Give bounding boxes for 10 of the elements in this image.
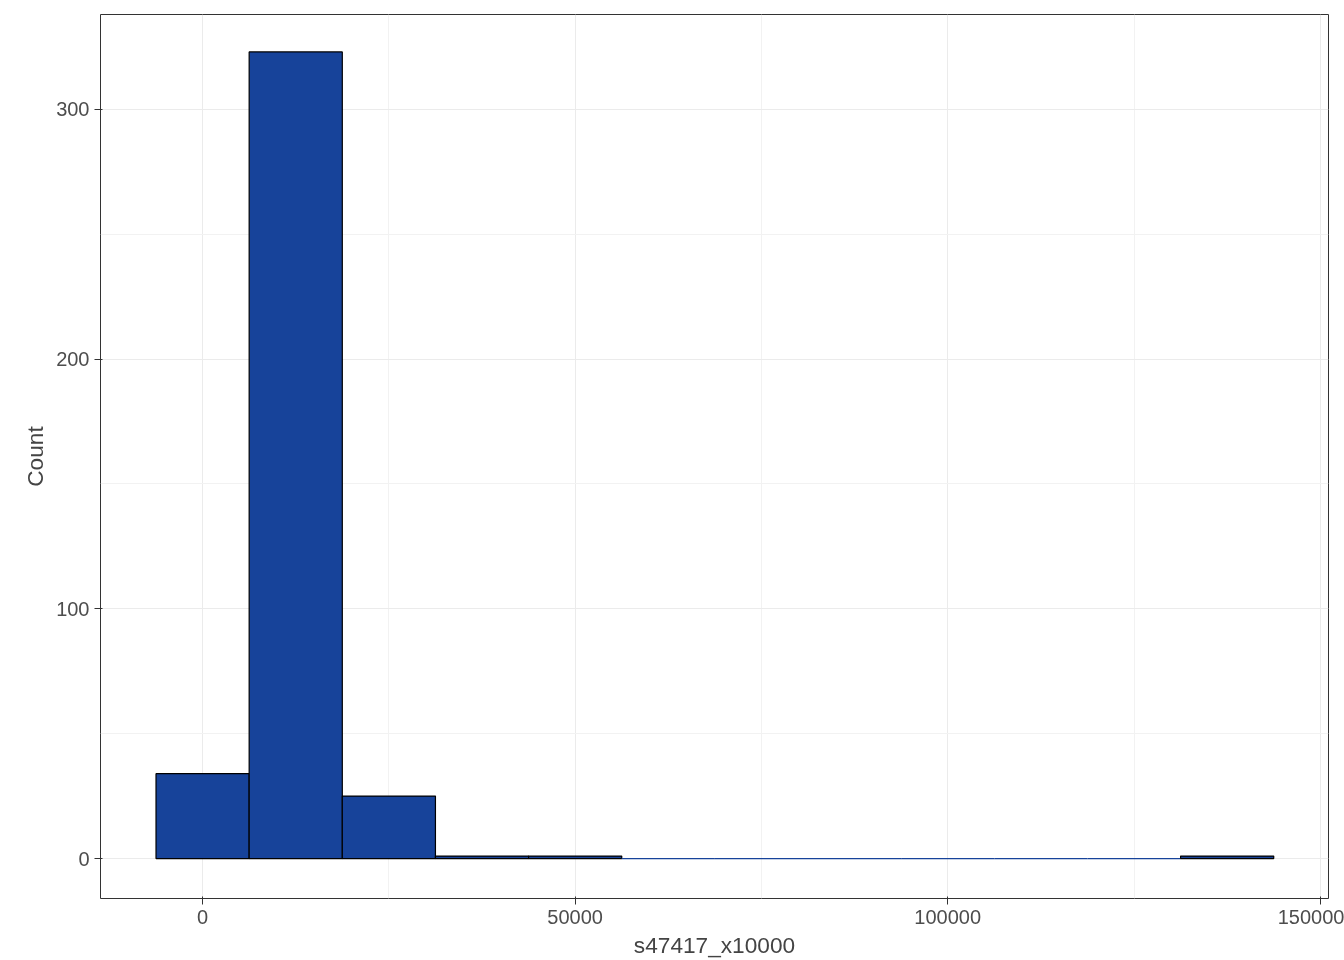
y-tick-label: 100 xyxy=(56,597,90,620)
y-tick-label: 0 xyxy=(78,847,90,870)
x-axis-title: s47417_x10000 xyxy=(633,931,796,958)
x-tick-label: 50000 xyxy=(547,905,603,928)
y-tick-label: 200 xyxy=(56,348,90,371)
y-axis-title: Count xyxy=(22,425,49,487)
y-tick-label: 300 xyxy=(56,98,90,121)
x-tick-label: 0 xyxy=(197,905,209,928)
x-tick-label: 100000 xyxy=(914,905,982,928)
x-tick-label: 150000 xyxy=(1277,905,1344,928)
